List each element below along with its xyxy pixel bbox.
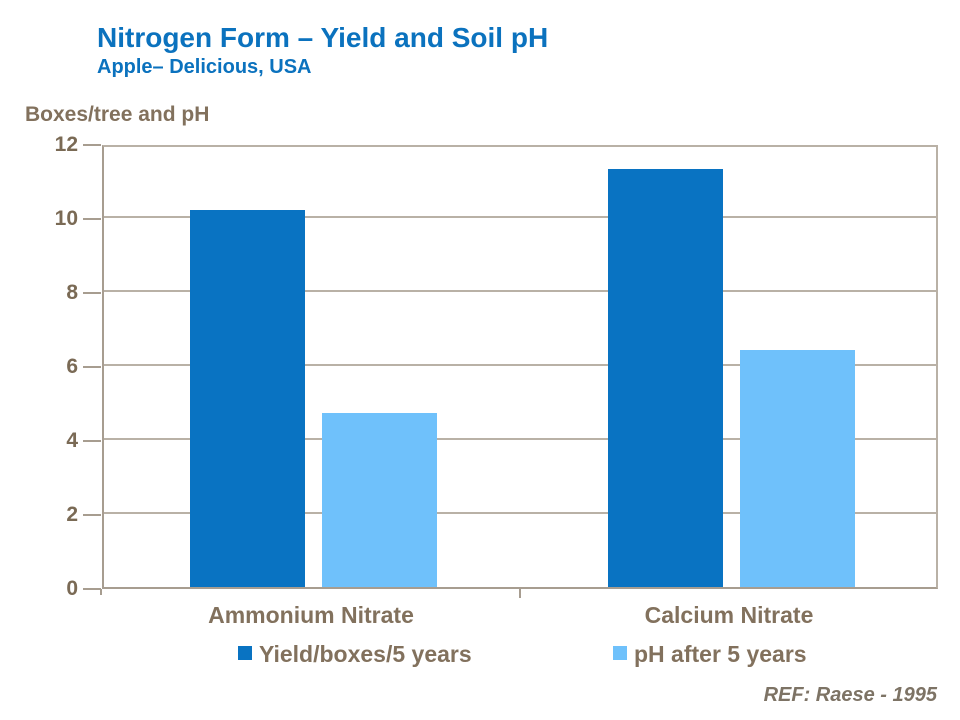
gridline-6	[104, 364, 936, 366]
y-tick-mark-0	[83, 588, 101, 590]
y-tick-mark-4	[83, 440, 101, 442]
y-tick-mark-12	[83, 144, 101, 146]
x-tick-divider	[519, 589, 521, 598]
bar-ammonium-nitrate-series-1	[321, 413, 437, 587]
y-tick-mark-8	[83, 292, 101, 294]
page-subtitle: Apple– Delicious, USA	[97, 56, 312, 78]
y-tick-mark-2	[83, 514, 101, 516]
category-label-ammonium-nitrate: Ammonium Nitrate	[208, 602, 414, 628]
bar-ammonium-nitrate-series-0	[189, 210, 305, 587]
legend-swatch-icon	[238, 646, 252, 660]
y-tick-label-4: 4	[66, 429, 78, 452]
legend-label: Yield/boxes/5 years	[259, 641, 472, 667]
y-axis-title: Boxes/tree and pH	[25, 103, 210, 126]
y-axis-foot	[100, 589, 102, 595]
y-tick-mark-6	[83, 366, 101, 368]
y-tick-label-10: 10	[54, 207, 78, 230]
legend-swatch-icon	[613, 646, 627, 660]
y-tick-mark-10	[83, 218, 101, 220]
reference-text: REF: Raese - 1995	[763, 684, 937, 706]
legend-label: pH after 5 years	[634, 641, 807, 667]
y-tick-label-8: 8	[66, 281, 78, 304]
y-tick-label-6: 6	[66, 355, 78, 378]
bar-calcium-nitrate-series-1	[739, 350, 855, 587]
category-label-calcium-nitrate: Calcium Nitrate	[644, 602, 814, 628]
chart-plot-area	[102, 145, 938, 589]
bar-calcium-nitrate-series-0	[607, 169, 723, 587]
legend-item-1: pH after 5 years	[613, 641, 807, 667]
y-tick-label-2: 2	[66, 503, 78, 526]
gridline-2	[104, 512, 936, 514]
y-tick-label-12: 12	[54, 133, 78, 156]
legend-item-0: Yield/boxes/5 years	[238, 641, 472, 667]
gridline-10	[104, 216, 936, 218]
gridline-8	[104, 290, 936, 292]
page-title: Nitrogen Form – Yield and Soil pH	[97, 22, 549, 53]
y-tick-label-0: 0	[66, 577, 78, 600]
gridline-4	[104, 438, 936, 440]
